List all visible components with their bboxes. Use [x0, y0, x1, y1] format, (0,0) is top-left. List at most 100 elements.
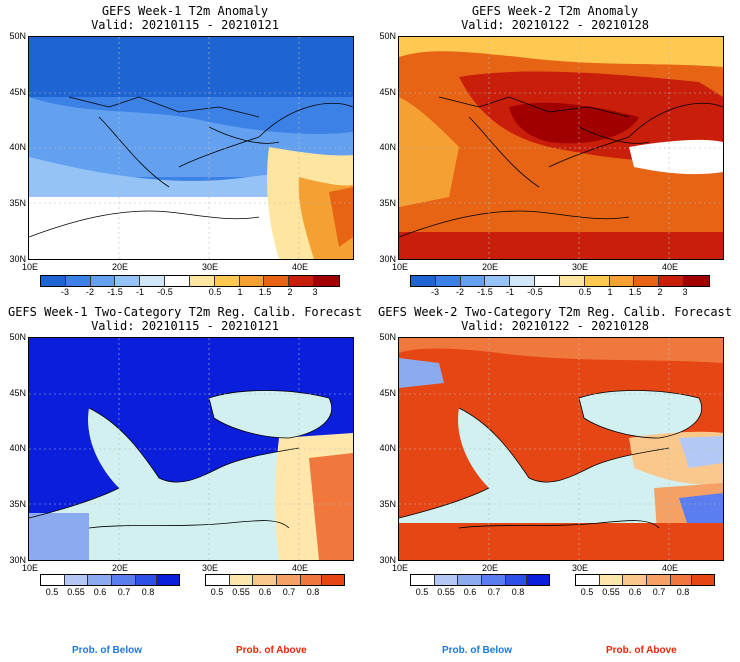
lat-label: 50N — [379, 31, 396, 41]
lon-label: 40E — [291, 262, 308, 272]
lon-label: 10E — [21, 262, 38, 272]
prob-above-colorbar — [205, 574, 345, 586]
map-week1-probability — [28, 337, 354, 561]
colorbar-label: -1.5 — [107, 287, 123, 297]
panel-week1-probability: GEFS Week-1 Two-Category T2m Reg. Calib.… — [0, 300, 370, 600]
lat-label: 35N — [379, 499, 396, 509]
colorbar-label: 0.8 — [676, 587, 690, 597]
footer-prob-above-right: Prob. of Above — [606, 645, 677, 656]
colorbar-label: -1 — [505, 287, 514, 297]
colorbar-label: -2 — [455, 287, 464, 297]
colorbar-label: 0.6 — [463, 587, 477, 597]
lon-label: 40E — [661, 563, 678, 573]
colorbar-label: 0.8 — [141, 587, 155, 597]
panel-title: GEFS Week-1 Two-Category T2m Reg. Calib.… — [7, 305, 362, 319]
lon-label: 40E — [291, 563, 308, 573]
panel-title: GEFS Week-1 T2m Anomaly — [101, 4, 269, 18]
panel-week2-anomaly: GEFS Week-2 T2m Anomaly Valid: 20210122 … — [370, 0, 740, 300]
lon-label: 30E — [201, 262, 218, 272]
colorbar-label: 0.5 — [578, 287, 592, 297]
colorbar-label: 3 — [312, 287, 318, 297]
lon-label: 20E — [111, 262, 128, 272]
colorbar-label: 0.5 — [580, 587, 594, 597]
colorbar-label: -0.5 — [157, 287, 173, 297]
footer-prob-above-left: Prob. of Above — [236, 645, 307, 656]
lat-label: 35N — [9, 198, 26, 208]
lat-label: 50N — [379, 332, 396, 342]
colorbar-label: 0.5 — [208, 287, 222, 297]
lat-label: 45N — [379, 388, 396, 398]
panel-valid-date: Valid: 20210122 - 20210128 — [461, 18, 649, 32]
colorbar-label: 0.5 — [210, 587, 224, 597]
anomaly-colorbar — [40, 275, 340, 287]
prob-below-colorbar — [40, 574, 180, 586]
colorbar-label: 1.5 — [258, 287, 272, 297]
lon-label: 10E — [391, 563, 408, 573]
map-week1-anomaly — [28, 36, 354, 260]
lat-label: 40N — [9, 142, 26, 152]
lon-label: 30E — [571, 262, 588, 272]
anomaly-colorbar — [410, 275, 710, 287]
footer-prob-below-right: Prob. of Below — [442, 645, 512, 656]
lat-label: 45N — [379, 87, 396, 97]
panel-title: GEFS Week-2 Two-Category T2m Reg. Calib.… — [377, 305, 732, 319]
colorbar-label: 0.8 — [511, 587, 525, 597]
lat-label: 30N — [9, 254, 26, 264]
colorbar-label: 0.55 — [437, 587, 455, 597]
colorbar-label: -2 — [85, 287, 94, 297]
lat-label: 40N — [379, 142, 396, 152]
lon-label: 20E — [481, 262, 498, 272]
colorbar-label: 0.6 — [93, 587, 107, 597]
colorbar-label: -3 — [430, 287, 439, 297]
lat-label: 45N — [9, 388, 26, 398]
lon-label: 40E — [661, 262, 678, 272]
colorbar-label: 2 — [657, 287, 663, 297]
colorbar-label: -0.5 — [527, 287, 543, 297]
colorbar-label: 0.6 — [258, 587, 272, 597]
panel-week1-anomaly: GEFS Week-1 T2m Anomaly Valid: 20210115 … — [0, 0, 370, 300]
lat-label: 50N — [9, 332, 26, 342]
lat-label: 35N — [379, 198, 396, 208]
lon-label: 30E — [201, 563, 218, 573]
colorbar-label: 2 — [287, 287, 293, 297]
lat-label: 35N — [9, 499, 26, 509]
colorbar-label: 3 — [682, 287, 688, 297]
colorbar-label: 0.5 — [415, 587, 429, 597]
lat-label: 30N — [379, 555, 396, 565]
lat-label: 40N — [379, 443, 396, 453]
colorbar-label: 0.7 — [487, 587, 501, 597]
lat-label: 45N — [9, 87, 26, 97]
colorbar-label: 0.7 — [652, 587, 666, 597]
colorbar-label: -1.5 — [477, 287, 493, 297]
colorbar-label: 1 — [237, 287, 243, 297]
panel-valid-date: Valid: 20210122 - 20210128 — [461, 319, 649, 333]
panel-valid-date: Valid: 20210115 - 20210121 — [91, 18, 279, 32]
lon-label: 10E — [391, 262, 408, 272]
colorbar-label: -1 — [135, 287, 144, 297]
colorbar-label: 0.7 — [282, 587, 296, 597]
prob-above-colorbar — [575, 574, 715, 586]
lon-label: 20E — [111, 563, 128, 573]
lat-label: 30N — [379, 254, 396, 264]
lat-label: 30N — [9, 555, 26, 565]
colorbar-label: 0.55 — [602, 587, 620, 597]
panel-title: GEFS Week-2 T2m Anomaly — [471, 4, 639, 18]
colorbar-label: 1.5 — [628, 287, 642, 297]
prob-below-colorbar — [410, 574, 550, 586]
lat-label: 50N — [9, 31, 26, 41]
lon-label: 20E — [481, 563, 498, 573]
colorbar-label: 0.6 — [628, 587, 642, 597]
colorbar-label: 1 — [607, 287, 613, 297]
lon-label: 10E — [21, 563, 38, 573]
panel-week2-probability: GEFS Week-2 Two-Category T2m Reg. Calib.… — [370, 300, 740, 600]
colorbar-label: 0.7 — [117, 587, 131, 597]
panel-valid-date: Valid: 20210115 - 20210121 — [91, 319, 279, 333]
footer-prob-below-left: Prob. of Below — [72, 645, 142, 656]
map-week2-probability — [398, 337, 724, 561]
map-week2-anomaly — [398, 36, 724, 260]
colorbar-label: 0.5 — [45, 587, 59, 597]
colorbar-label: 0.55 — [232, 587, 250, 597]
colorbar-label: 0.55 — [67, 587, 85, 597]
colorbar-label: -3 — [60, 287, 69, 297]
lat-label: 40N — [9, 443, 26, 453]
